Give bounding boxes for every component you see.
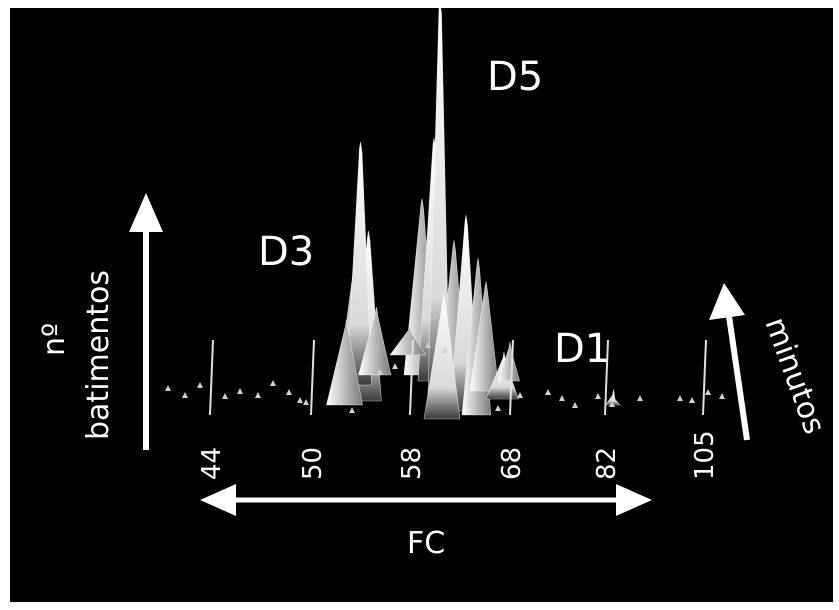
x-axis-label: FC — [407, 526, 445, 561]
y-axis-label-line1: nº — [37, 323, 72, 356]
noise-point — [689, 397, 695, 403]
x-tick-line — [604, 339, 609, 416]
x-tick-line — [702, 339, 707, 416]
x-tick-label: 105 — [690, 430, 720, 480]
noise-point — [337, 397, 343, 403]
noise-point — [286, 389, 292, 395]
series-label-d3: D3 — [258, 229, 314, 275]
x-tick-label: 68 — [497, 447, 527, 480]
surface-spike — [423, 293, 461, 420]
noise-point — [392, 363, 398, 369]
noise-point — [517, 392, 523, 398]
surface-spike — [604, 389, 621, 406]
noise-point — [495, 405, 501, 411]
z-axis-label: minutos — [757, 313, 831, 439]
noise-point — [377, 369, 383, 375]
series-label-d1: D1 — [554, 326, 610, 372]
noise-point — [349, 407, 355, 413]
noise-point — [545, 389, 551, 395]
noise-point — [637, 395, 643, 401]
series-label-d5: D5 — [487, 54, 543, 100]
noise-point — [237, 388, 243, 394]
noise-point — [165, 385, 171, 391]
surface-spike — [497, 341, 520, 382]
noise-point — [197, 382, 203, 388]
noise-point — [442, 347, 448, 353]
noise-point — [572, 402, 578, 408]
noise-point — [182, 392, 188, 398]
x-tick-label: 58 — [397, 447, 427, 480]
noise-point — [222, 393, 228, 399]
x-tick-line — [209, 339, 214, 416]
x-tick-line — [509, 339, 514, 416]
noise-point — [270, 380, 276, 386]
noise-point — [719, 393, 725, 399]
noise-point — [705, 389, 711, 395]
x-axis-ticks — [209, 339, 707, 416]
surface-spike — [358, 306, 392, 376]
y-axis-label-line2: batimentos — [81, 270, 116, 440]
surface-spike — [346, 141, 373, 386]
surface-spike — [389, 323, 427, 356]
y-axis-arrow — [129, 193, 163, 450]
surface-plot — [326, 2, 621, 420]
noise-point — [425, 342, 431, 348]
z-axis-arrow — [709, 283, 750, 441]
x-tick-labels: 44 50 58 68 82 105 — [197, 430, 720, 480]
noise-point — [303, 399, 309, 405]
noise-point — [467, 401, 473, 407]
surface-spike — [326, 319, 363, 406]
noise-point — [609, 401, 615, 407]
noise-point — [297, 397, 303, 403]
baseline-noise — [165, 342, 725, 413]
x-tick-line — [310, 339, 315, 416]
x-tick-label: 44 — [197, 447, 227, 480]
noise-point — [255, 392, 261, 398]
x-axis-arrow — [200, 484, 652, 516]
noise-point — [412, 355, 418, 361]
x-tick-label: 82 — [592, 447, 622, 480]
x-tick-line — [409, 339, 414, 416]
x-tick-label: 50 — [298, 447, 328, 480]
noise-point — [595, 393, 601, 399]
noise-point — [677, 395, 683, 401]
noise-point — [559, 395, 565, 401]
